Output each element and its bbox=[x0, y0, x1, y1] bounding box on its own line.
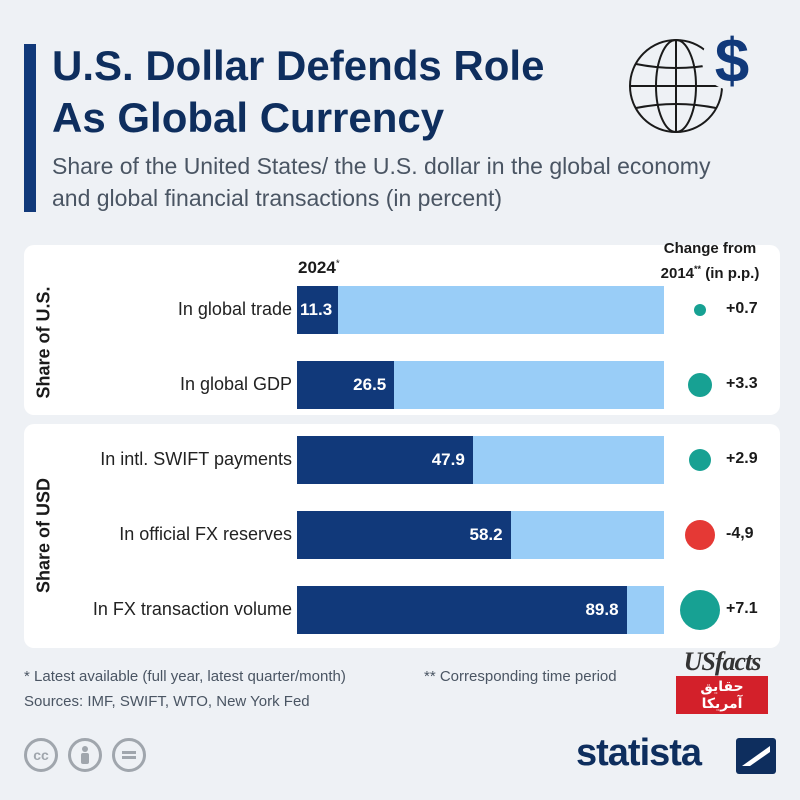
group-label-usd: Share of USD bbox=[33, 477, 54, 594]
bar bbox=[297, 436, 473, 484]
bar-value-label: 26.5 bbox=[353, 375, 387, 394]
usfacts-arabic-box: حقایق آمریکا bbox=[676, 676, 768, 714]
usfacts-arabic-1: حقایق bbox=[700, 678, 744, 694]
bar-value-label: 47.9 bbox=[431, 450, 465, 469]
bar-track: 58.2 bbox=[297, 511, 664, 559]
bar-track: 26.5 bbox=[297, 361, 664, 409]
bar bbox=[297, 286, 339, 334]
bar-label: In global trade bbox=[177, 299, 292, 319]
change-header: Change from 2014** (in p.p.) bbox=[640, 238, 780, 284]
bar bbox=[297, 361, 395, 409]
usfacts-arabic-2: آمریکا bbox=[701, 695, 743, 711]
bar-label: In intl. SWIFT payments bbox=[100, 449, 292, 469]
bar-track: 47.9 bbox=[297, 436, 664, 484]
change-value-label: +2.9 bbox=[726, 450, 758, 467]
year-text: 2024 bbox=[298, 258, 336, 277]
group-label-us: Share of U.S. bbox=[33, 286, 54, 399]
bar-track: 89.8 bbox=[297, 586, 664, 634]
change-header-unit: (in p.p.) bbox=[701, 265, 760, 282]
title-line-2: As Global Currency bbox=[52, 94, 445, 141]
usfacts-brand: USfacts bbox=[683, 647, 762, 676]
svg-text:$: $ bbox=[715, 27, 749, 96]
change-dot-positive bbox=[688, 373, 712, 397]
license-icons: cc bbox=[24, 738, 146, 772]
change-value-label: +0.7 bbox=[726, 300, 758, 317]
bar-value-label: 89.8 bbox=[585, 600, 619, 619]
page-title: U.S. Dollar Defends Role As Global Curre… bbox=[52, 40, 612, 144]
bar-value-label: 11.3 bbox=[300, 300, 333, 319]
creative-commons-icon[interactable]: cc bbox=[24, 738, 58, 772]
change-dot-positive bbox=[688, 448, 712, 472]
attribution-icon[interactable] bbox=[68, 738, 102, 772]
change-value-label: +3.3 bbox=[726, 375, 758, 392]
change-dot-positive bbox=[680, 590, 720, 630]
statista-logo-icon[interactable] bbox=[736, 738, 776, 774]
bar-label: In global GDP bbox=[179, 374, 292, 394]
usfacts-logo: USfacts حقایق آمریکا bbox=[676, 648, 768, 722]
change-header-year: 2014 bbox=[660, 265, 695, 282]
bar-label: In FX transaction volume bbox=[92, 599, 292, 619]
footnote-period: ** Corresponding time period bbox=[424, 668, 617, 685]
change-value-label: -4,9 bbox=[726, 525, 754, 542]
change-dot-negative bbox=[684, 519, 716, 551]
footnote-latest: * Latest available (full year, latest qu… bbox=[24, 668, 346, 685]
change-header-mark: ** bbox=[694, 264, 702, 274]
bar-label: In official FX reserves bbox=[119, 524, 292, 544]
change-value-label: +7.1 bbox=[726, 600, 758, 617]
title-line-1: U.S. Dollar Defends Role bbox=[52, 42, 545, 89]
year-label: 2024* bbox=[298, 258, 340, 278]
bar-track: 11.3 bbox=[297, 286, 664, 334]
statista-logo-text[interactable]: statista bbox=[576, 732, 702, 774]
title-accent-bar bbox=[24, 44, 36, 212]
change-dot-positive bbox=[693, 303, 707, 317]
bar bbox=[297, 586, 627, 634]
bar bbox=[297, 511, 511, 559]
sources: Sources: IMF, SWIFT, WTO, New York Fed bbox=[24, 693, 310, 710]
change-header-line-1: Change from bbox=[663, 240, 757, 257]
no-derivatives-icon[interactable] bbox=[112, 738, 146, 772]
bar-value-label: 58.2 bbox=[469, 525, 503, 544]
year-footnote-mark: * bbox=[335, 258, 340, 270]
globe-dollar-icon: $ bbox=[629, 27, 760, 133]
page-subtitle: Share of the United States/ the U.S. dol… bbox=[52, 153, 711, 211]
